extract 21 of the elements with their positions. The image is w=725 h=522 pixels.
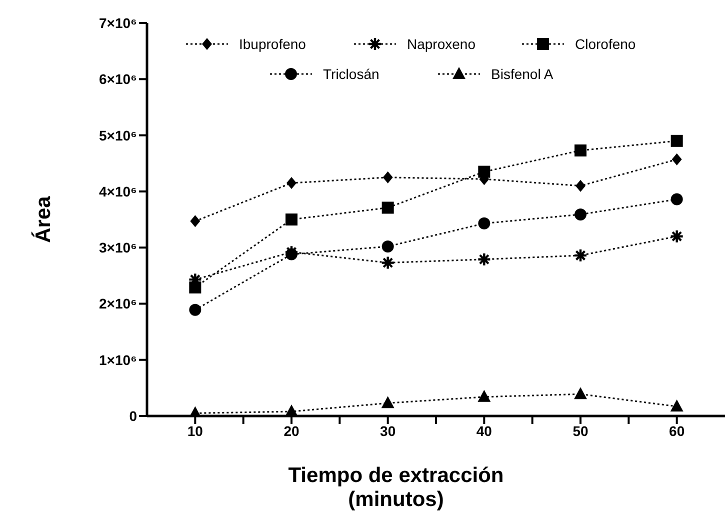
y-axis-title: Área (31, 196, 55, 243)
y-tick-label: 2×10⁶ (99, 296, 137, 312)
x-tick-label: 50 (572, 422, 588, 439)
x-tick-label: 20 (284, 422, 300, 439)
legend-label: Triclosán (323, 66, 380, 82)
legend-label: Ibuprofeno (239, 36, 307, 52)
x-tick-label: 10 (187, 422, 204, 439)
legend-label: Bisfenol A (491, 66, 554, 82)
y-tick-label: 5×10⁶ (99, 127, 137, 144)
y-tick-label: 1×10⁶ (99, 352, 137, 368)
x-axis-title: Tiempo de extracción (minutos) (288, 464, 504, 511)
y-tick-label: 7×10⁶ (99, 14, 137, 31)
x-tick-label: 30 (380, 422, 396, 439)
legend-label: Naproxeno (407, 36, 476, 52)
legend-label: Clorofeno (575, 36, 637, 52)
x-tick-label: 60 (669, 422, 685, 439)
y-tick-label: 0 (129, 408, 138, 424)
y-tick-label: 6×10⁶ (99, 71, 137, 88)
y-tick-label: 3×10⁶ (99, 240, 137, 256)
x-tick-label: 40 (476, 422, 492, 439)
y-tick-label: 4×10⁶ (99, 183, 137, 200)
